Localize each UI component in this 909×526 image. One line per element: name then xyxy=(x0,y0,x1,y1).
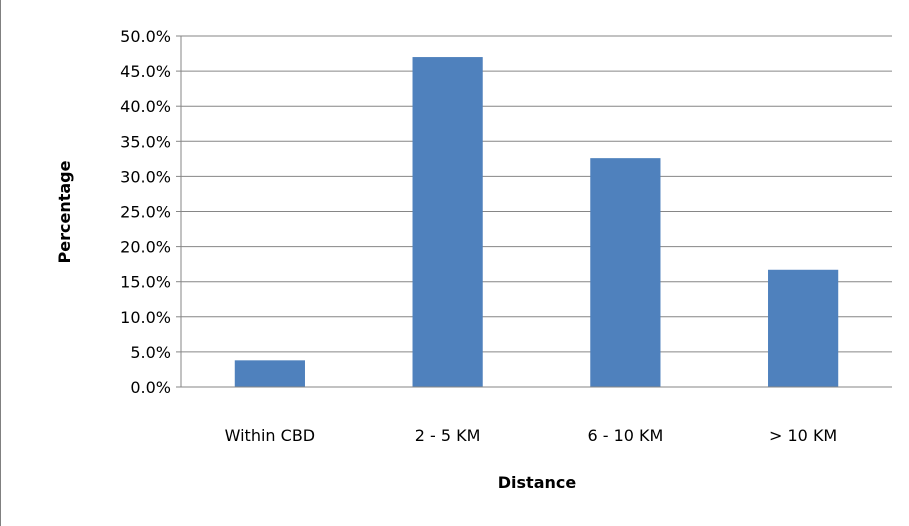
y-tick-label: 15.0% xyxy=(120,273,171,292)
x-tick-label: 2 - 5 KM xyxy=(415,426,481,445)
gridlines xyxy=(176,35,892,388)
y-tick-label: 0.0% xyxy=(130,378,171,397)
x-axis-title: Distance xyxy=(498,473,577,492)
y-tick-label: 10.0% xyxy=(120,308,171,327)
bar xyxy=(234,360,305,387)
y-tick-label: 20.0% xyxy=(120,238,171,257)
y-tick-label: 25.0% xyxy=(120,203,171,222)
y-axis-title: Percentage xyxy=(55,160,74,263)
y-axis-tick-labels: 0.0% 5.0% 10.0% 15.0% 20.0% 25.0% 30.0% 35.0% 40… xyxy=(120,27,171,397)
bar xyxy=(590,158,661,387)
bar xyxy=(412,57,483,388)
bar xyxy=(768,269,839,387)
x-tick-label: > 10 KM xyxy=(769,426,837,445)
y-tick-label: 5.0% xyxy=(130,343,171,362)
y-tick-label: 35.0% xyxy=(120,132,171,151)
y-tick-label: 50.0% xyxy=(120,27,171,46)
y-tick-label: 30.0% xyxy=(120,167,171,186)
x-axis-tick-labels: Within CBD 2 - 5 KM 6 - 10 KM > 10 KM xyxy=(225,426,838,445)
bars xyxy=(234,57,839,388)
x-tick-label: Within CBD xyxy=(225,426,315,445)
x-tick-label: 6 - 10 KM xyxy=(587,426,663,445)
y-tick-label: 45.0% xyxy=(120,62,171,81)
y-tick-label: 40.0% xyxy=(120,97,171,116)
